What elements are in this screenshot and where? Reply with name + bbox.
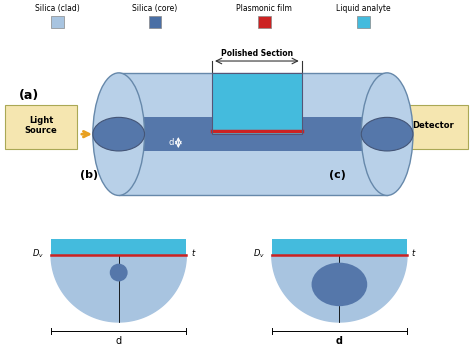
Bar (148, 16, 162, 28)
Polygon shape (272, 255, 407, 322)
Text: Detector: Detector (412, 121, 454, 130)
Bar (212, 73, 301, 134)
Ellipse shape (361, 73, 413, 196)
Text: t: t (412, 249, 415, 258)
Ellipse shape (93, 73, 145, 196)
Bar (51, 239, 186, 255)
Text: $D_v$: $D_v$ (32, 247, 44, 260)
Bar (212, 73, 301, 134)
Text: Light
Source: Light Source (25, 116, 57, 135)
Text: (c): (c) (329, 170, 346, 180)
Text: t: t (191, 249, 194, 258)
Ellipse shape (361, 118, 413, 151)
Ellipse shape (311, 263, 367, 306)
Text: d: d (336, 336, 343, 346)
Text: Liquid analyte: Liquid analyte (337, 4, 391, 12)
Circle shape (110, 264, 128, 282)
Text: (a): (a) (19, 89, 39, 102)
Bar (357, 16, 370, 28)
FancyBboxPatch shape (5, 105, 77, 149)
Text: Silica (core): Silica (core) (132, 4, 178, 12)
Bar (258, 16, 271, 28)
Text: $D_v$: $D_v$ (253, 247, 265, 260)
Text: d: d (116, 336, 122, 346)
Text: Plasmonic film: Plasmonic film (237, 4, 292, 12)
Text: (b): (b) (80, 170, 98, 180)
Text: d: d (168, 138, 173, 147)
Ellipse shape (93, 118, 145, 151)
Text: Polished Section: Polished Section (221, 49, 293, 58)
Text: Silica (clad): Silica (clad) (35, 4, 80, 12)
Bar (118, 118, 387, 151)
Bar (51, 16, 64, 28)
Bar (272, 239, 407, 255)
Polygon shape (51, 255, 186, 322)
FancyBboxPatch shape (398, 105, 468, 149)
Bar (118, 73, 387, 196)
